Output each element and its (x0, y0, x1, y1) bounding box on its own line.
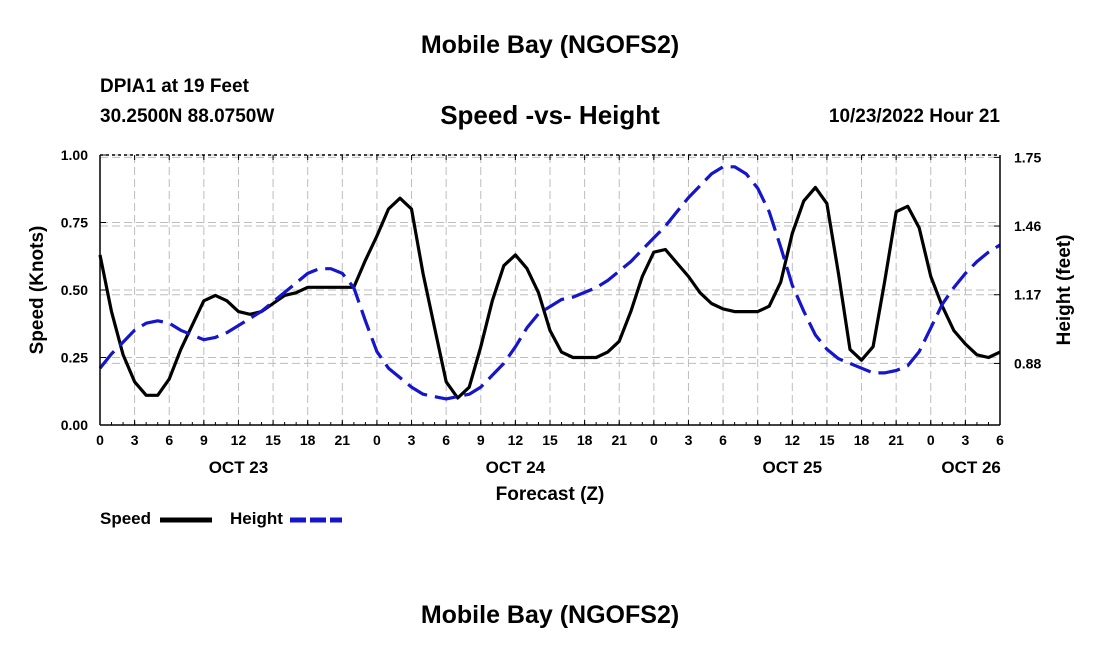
x-tick-label: 6 (719, 432, 727, 448)
y2-tick-label: 1.17 (1014, 287, 1041, 303)
next-chart-title: Mobile Bay (NGOFS2) (420, 601, 680, 629)
x-tick-label: 0 (927, 432, 935, 448)
x-tick-label: 3 (131, 432, 139, 448)
series-layer (98, 165, 1001, 401)
x-tick-label: 21 (888, 432, 904, 448)
x-tick-label: 6 (165, 432, 173, 448)
x-tick-label: 21 (335, 432, 351, 448)
y2-tick-label: 0.88 (1014, 355, 1041, 371)
x-day-label: OCT 24 (486, 458, 546, 477)
axis-labels: Forecast (Z) Speed (Knots) Height (feet) (27, 226, 1075, 505)
legend-height-label: Height (230, 509, 283, 528)
station-label: DPIA1 at 19 Feet (100, 76, 249, 97)
x-tick-label: 12 (231, 432, 247, 448)
x-axis-label: Forecast (Z) (496, 484, 605, 505)
x-tick-label: 3 (408, 432, 416, 448)
y2-tick-label: 1.75 (1014, 149, 1041, 165)
x-tick-label: 9 (754, 432, 762, 448)
x-tick-label: 18 (854, 432, 870, 448)
x-tick-label: 18 (300, 432, 316, 448)
x-day-label: OCT 25 (763, 458, 823, 477)
grid (99, 154, 1001, 426)
x-tick-label: 0 (373, 432, 381, 448)
series-speed-line (98, 185, 1001, 400)
legend-speed-label: Speed (100, 509, 152, 528)
x-tick-label: 3 (961, 432, 969, 448)
x-tick-label: 12 (785, 432, 801, 448)
axes: 0 3 6 9 12 15 18 21 0 3 6 9 12 15 18 21 0 3 6 9 12 15 18 21 0 3 6 O… (61, 147, 1042, 477)
x-tick-label: 6 (442, 432, 450, 448)
x-tick-label: 12 (508, 432, 524, 448)
chart-subtitle: Speed -vs- Height (440, 100, 660, 130)
x-tick-label: 3 (685, 432, 693, 448)
y-tick-label: 0.50 (61, 282, 88, 298)
x-tick-label: 15 (819, 432, 835, 448)
x-tick-label: 18 (577, 432, 593, 448)
series-height-line (98, 165, 1001, 401)
x-day-label: OCT 23 (209, 458, 269, 477)
x-tick-label: 15 (265, 432, 281, 448)
forecast-datetime: 10/23/2022 Hour 21 (828, 106, 1000, 127)
x-tick-label: 6 (996, 432, 1004, 448)
y2-axis-label: Height (feet) (1054, 235, 1075, 346)
y-tick-label: 0.00 (61, 417, 88, 433)
x-tick-label: 0 (96, 432, 104, 448)
chart-title: Mobile Bay (NGOFS2) (420, 31, 680, 59)
x-tick-label: 9 (477, 432, 485, 448)
y-tick-label: 1.00 (61, 147, 88, 163)
x-tick-label: 15 (542, 432, 558, 448)
y-tick-label: 0.25 (61, 350, 88, 366)
y2-tick-label: 1.46 (1014, 218, 1041, 234)
y-axis-label: Speed (Knots) (27, 226, 48, 355)
x-tick-label: 21 (611, 432, 627, 448)
y-tick-label: 0.75 (61, 215, 88, 231)
x-tick-label: 0 (650, 432, 658, 448)
x-day-label: OCT 26 (941, 458, 1001, 477)
coordinates-label: 30.2500N 88.0750W (100, 106, 275, 127)
x-tick-label: 9 (200, 432, 208, 448)
